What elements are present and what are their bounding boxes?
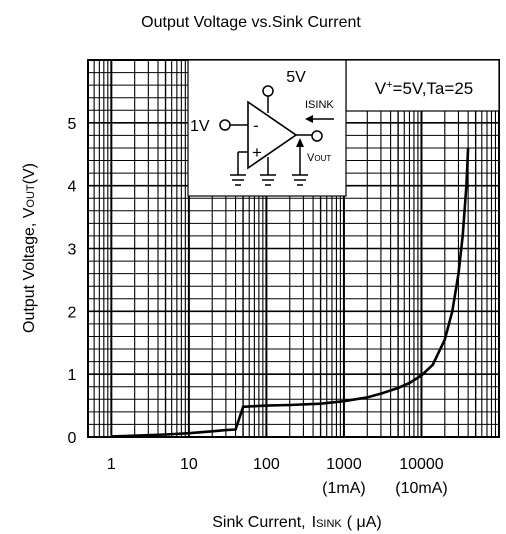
tick-labels: 0 1 2 3 4 5 1 10 100 1000 (1mA) 10000 (10mA) bbox=[68, 116, 448, 497]
condition-rest: =5V,Ta=25 bbox=[393, 79, 474, 98]
opamp-symbol bbox=[247, 100, 298, 170]
y-tick-label: 2 bbox=[68, 304, 77, 321]
x-tick-label: 100 bbox=[253, 456, 280, 473]
isink-label: ISINK bbox=[305, 99, 334, 111]
condition-v: V bbox=[375, 79, 387, 98]
x-tick-label: 10000 bbox=[399, 456, 444, 473]
plus-sign: + bbox=[252, 143, 262, 162]
x-tick-sublabel: (10mA) bbox=[395, 480, 447, 497]
x-tick-label: 1 bbox=[107, 456, 116, 473]
y-tick-label: 1 bbox=[68, 367, 77, 384]
x-tick-sublabel: (1mA) bbox=[322, 480, 366, 497]
y-tick-label: 0 bbox=[68, 430, 77, 447]
vout-label: VOUT bbox=[307, 152, 331, 164]
x-tick-label: 10 bbox=[180, 456, 198, 473]
svg-text:V+=5V,Ta=25: V+=5V,Ta=25 bbox=[375, 79, 473, 98]
chart-title: Output Voltage vs.Sink Current bbox=[141, 14, 361, 31]
test-circuit-inset: 5V - + 1V ISINK VOUT bbox=[187, 59, 347, 197]
y-tick-label: 3 bbox=[68, 242, 77, 259]
y-tick-label: 4 bbox=[68, 179, 77, 196]
y-axis-label: Output Voltage, VOUT(V) bbox=[21, 163, 38, 333]
y-tick-label: 5 bbox=[68, 116, 77, 133]
supply-label: 5V bbox=[286, 69, 306, 86]
condition-label: V+=5V,Ta=25 bbox=[345, 59, 500, 112]
minus-sign: - bbox=[253, 116, 259, 135]
x-tick-label: 1000 bbox=[326, 456, 362, 473]
data-series-line bbox=[111, 147, 470, 438]
input-label: 1V bbox=[190, 118, 210, 135]
condition-sup: + bbox=[386, 79, 392, 91]
x-axis-label: Sink Current, ISINK( μA) bbox=[212, 514, 382, 531]
